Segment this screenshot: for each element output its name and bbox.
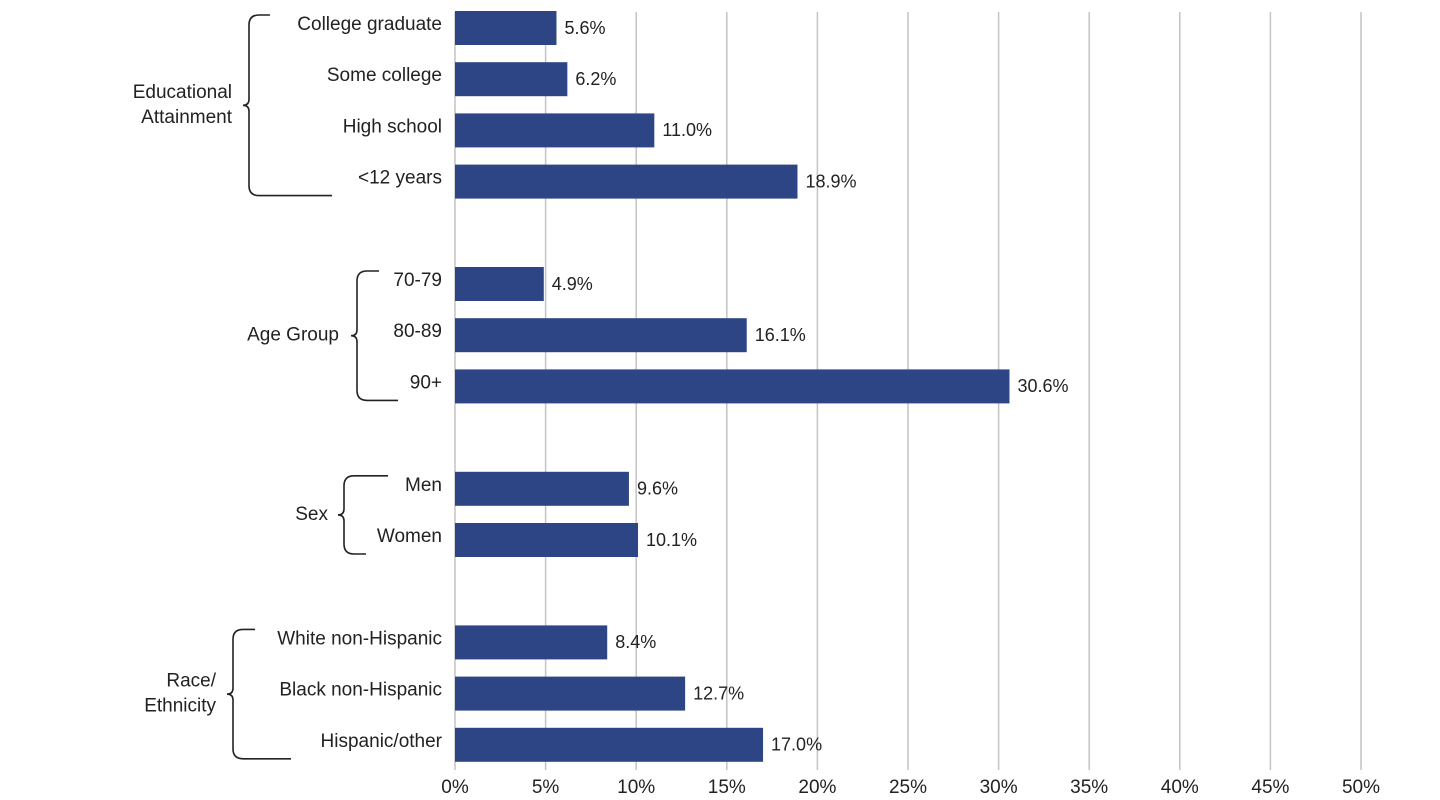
category-label: Men	[405, 475, 442, 496]
group-brace	[242, 14, 332, 197]
bar	[455, 267, 544, 301]
value-label: 6.2%	[575, 69, 616, 89]
category-label: 80-89	[393, 321, 442, 342]
value-label: 4.9%	[552, 274, 593, 294]
value-label: 11.0%	[662, 120, 712, 140]
x-tick-label: 15%	[708, 777, 746, 798]
x-tick-label: 10%	[617, 777, 655, 798]
group-label: Sex	[295, 504, 328, 525]
bar	[455, 318, 747, 353]
x-tick-label: 50%	[1342, 777, 1380, 798]
category-label: Women	[377, 526, 442, 547]
x-tick-label: 5%	[532, 777, 560, 798]
value-label: 17.0%	[771, 735, 822, 755]
bar	[455, 113, 655, 148]
x-tick-label: 45%	[1251, 777, 1289, 798]
category-label: Hispanic/other	[321, 731, 443, 752]
x-tick-label: 20%	[798, 777, 836, 798]
category-label: College graduate	[297, 14, 442, 35]
value-label: 5.6%	[564, 18, 605, 38]
value-label: 10.1%	[646, 530, 697, 550]
x-tick-label: 35%	[1070, 777, 1108, 798]
group-brace	[226, 628, 291, 760]
category-label: 90+	[410, 372, 442, 393]
group-brace	[350, 270, 398, 402]
x-tick-label: 40%	[1161, 777, 1199, 798]
group-brace	[337, 475, 388, 555]
group-label: Ethnicity	[144, 696, 216, 717]
bar	[455, 727, 764, 762]
bar	[455, 11, 557, 45]
bar	[455, 369, 1010, 404]
x-tick-label: 30%	[980, 777, 1018, 798]
value-label: 18.9%	[805, 171, 856, 191]
category-label: High school	[343, 116, 442, 137]
group-label: Attainment	[141, 107, 233, 128]
value-label: 30.6%	[1017, 376, 1068, 396]
category-label: Black non-Hispanic	[279, 680, 442, 701]
bar	[455, 62, 568, 97]
bar	[455, 676, 686, 711]
x-tick-label: 25%	[889, 777, 927, 798]
value-label: 12.7%	[693, 683, 744, 703]
value-label: 9.6%	[637, 479, 678, 499]
bar	[455, 625, 608, 660]
category-label: <12 years	[358, 168, 442, 189]
x-tick-label: 0%	[441, 777, 469, 798]
bar	[455, 164, 798, 199]
bar	[455, 471, 629, 506]
value-label: 16.1%	[755, 325, 806, 345]
group-label: Race/	[166, 671, 216, 692]
category-label: White non-Hispanic	[277, 628, 442, 649]
bar	[455, 523, 639, 557]
category-label: 70-79	[393, 270, 442, 291]
group-label: Age Group	[247, 325, 339, 346]
group-label: Educational	[133, 82, 232, 103]
category-label: Some college	[327, 65, 442, 86]
value-label: 8.4%	[615, 632, 656, 652]
